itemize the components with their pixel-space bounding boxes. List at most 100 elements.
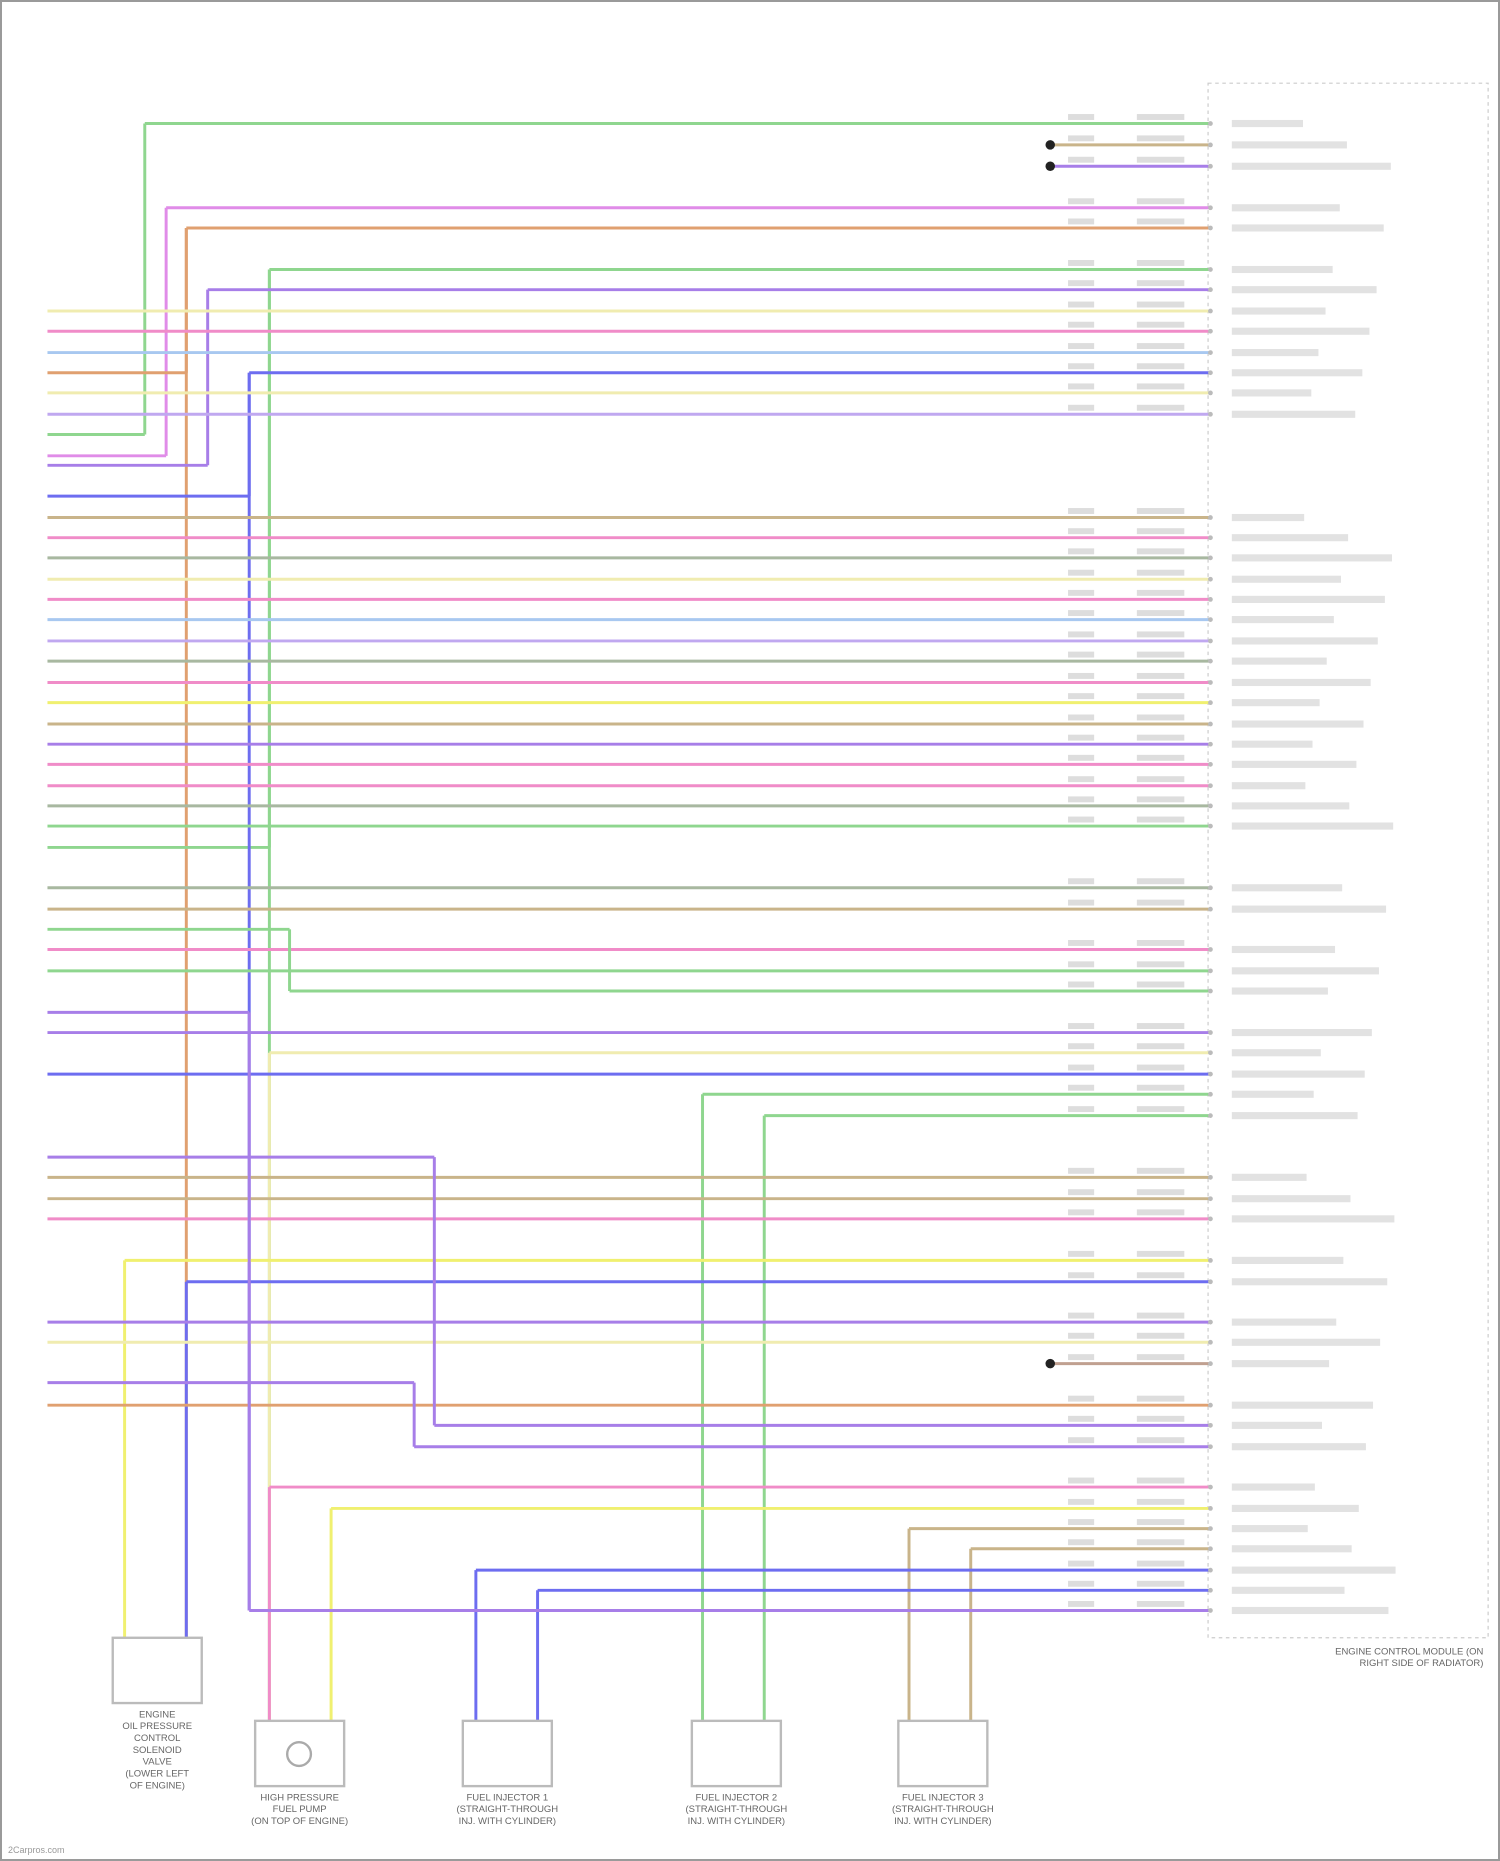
circuit-number: [1068, 260, 1095, 266]
circuit-number: [1068, 878, 1095, 885]
ecm-pin: [1208, 1526, 1213, 1531]
ecm-pin: [1208, 1546, 1213, 1552]
ecm-pin-function: [1231, 286, 1377, 294]
ecm-pin-function: [1231, 1525, 1308, 1533]
circuit-number: [1068, 1519, 1095, 1526]
ecm-pin: [1208, 638, 1213, 644]
component-label: FUEL INJECTOR 1: [466, 1792, 548, 1803]
circuit-number: [1068, 1043, 1095, 1050]
component-injector-1: [461, 1719, 554, 1788]
wire-color-code: [1136, 1395, 1185, 1402]
ecm-pin-function: [1231, 224, 1384, 232]
wire-color-code: [1136, 343, 1185, 350]
wire-color-code: [1136, 508, 1185, 514]
ecm-pin: [1208, 1361, 1213, 1367]
circuit-number: [1068, 1064, 1095, 1071]
component-label: SOLENOID: [133, 1745, 182, 1756]
component-label: FUEL INJECTOR 3: [902, 1792, 984, 1803]
ecm-pin: [1208, 988, 1213, 994]
ecm-pin-function: [1231, 1256, 1344, 1264]
ecm-pin: [1208, 1279, 1213, 1285]
component-label: (STRAIGHT-THROUGH: [456, 1804, 558, 1815]
wire-color-code: [1136, 1167, 1185, 1174]
wire-color-code: [1136, 816, 1185, 823]
ecm-pin-function: [1231, 884, 1343, 892]
circuit-number: [1068, 135, 1095, 142]
wire-color-code: [1136, 569, 1185, 576]
ecm-pin: [1208, 1506, 1213, 1511]
wire-color-code: [1136, 981, 1185, 988]
ecm-pin: [1208, 1071, 1213, 1077]
component-label: INJ. WITH CYLINDER): [459, 1816, 556, 1827]
circuit-number: [1068, 1312, 1095, 1319]
ecm-pin: [1208, 1030, 1213, 1035]
wire-color-code: [1136, 589, 1185, 596]
ecm-pin: [1208, 287, 1213, 293]
wire-color-code: [1136, 1209, 1185, 1216]
wire-color-code: [1136, 114, 1185, 120]
circuit-number: [1068, 1167, 1095, 1174]
splice-dot: [1045, 1358, 1055, 1369]
component-label: (STRAIGHT-THROUGH: [892, 1804, 994, 1815]
ecm-pin-function: [1231, 349, 1319, 357]
circuit-number: [1068, 816, 1095, 823]
wire-color-code: [1136, 754, 1185, 761]
wire-color-code: [1136, 776, 1185, 783]
wire-color-code: [1136, 651, 1185, 658]
component-injector-2: [690, 1719, 783, 1788]
ecm-pin-function: [1231, 740, 1313, 748]
ecm-pin-function: [1231, 1049, 1321, 1057]
circuit-number: [1068, 301, 1095, 308]
ecm-pin-function: [1231, 141, 1347, 149]
ecm-pin-function: [1231, 162, 1391, 170]
component-label: FUEL PUMP: [273, 1804, 327, 1815]
ecm-pin: [1208, 1113, 1213, 1118]
ecm-pin-function: [1231, 1483, 1315, 1491]
circuit-number: [1068, 156, 1095, 163]
ecm-pin: [1208, 803, 1213, 809]
circuit-number: [1068, 1084, 1095, 1091]
wire-color-code: [1136, 528, 1185, 535]
wire-color-code: [1136, 1600, 1185, 1607]
circuit-number: [1068, 651, 1095, 658]
wire-color-code: [1136, 1043, 1185, 1050]
component-label: ENGINE: [139, 1709, 175, 1720]
ecm-pin-function: [1231, 1443, 1366, 1451]
circuit-number: [1068, 363, 1095, 370]
ecm-pin: [1208, 1196, 1213, 1202]
component-label: CONTROL: [134, 1733, 180, 1744]
wire-color-code: [1136, 1539, 1185, 1546]
ecm-pin: [1208, 1567, 1213, 1573]
circuit-number: [1068, 734, 1095, 741]
ecm-pin-function: [1231, 905, 1387, 913]
component-label: INJ. WITH CYLINDER): [894, 1816, 991, 1827]
circuit-number: [1068, 404, 1095, 411]
ecm-pin-function: [1231, 945, 1336, 954]
wire-color-code: [1136, 1250, 1185, 1257]
wire-color-code: [1136, 260, 1185, 266]
component-label: OIL PRESSURE: [122, 1721, 192, 1732]
ecm-pin: [1208, 370, 1213, 376]
wire-color-code: [1136, 1477, 1185, 1484]
ecm-pin: [1208, 121, 1213, 126]
wire-color-code: [1136, 1023, 1185, 1029]
ecm-pin-function: [1231, 1504, 1359, 1512]
wire-color-code: [1136, 1354, 1185, 1361]
wire-color-code: [1136, 198, 1185, 205]
wire-color-code: [1136, 961, 1185, 968]
ecm-pin-function: [1231, 987, 1328, 995]
ecm-pin: [1208, 350, 1213, 355]
wire-color-code: [1136, 672, 1185, 679]
ecm-pin: [1208, 515, 1213, 520]
wire-color-code: [1136, 899, 1185, 906]
ecm-pin-function: [1231, 575, 1341, 583]
ecm-pin-function: [1231, 327, 1370, 335]
ecm-pin: [1208, 617, 1213, 622]
ecm-pin-function: [1231, 1545, 1352, 1553]
circuit-number: [1068, 1023, 1095, 1029]
wire-color-code: [1136, 135, 1185, 142]
ecm-pin-function: [1231, 1090, 1314, 1098]
circuit-number: [1068, 1209, 1095, 1216]
circuit-number: [1068, 321, 1095, 328]
